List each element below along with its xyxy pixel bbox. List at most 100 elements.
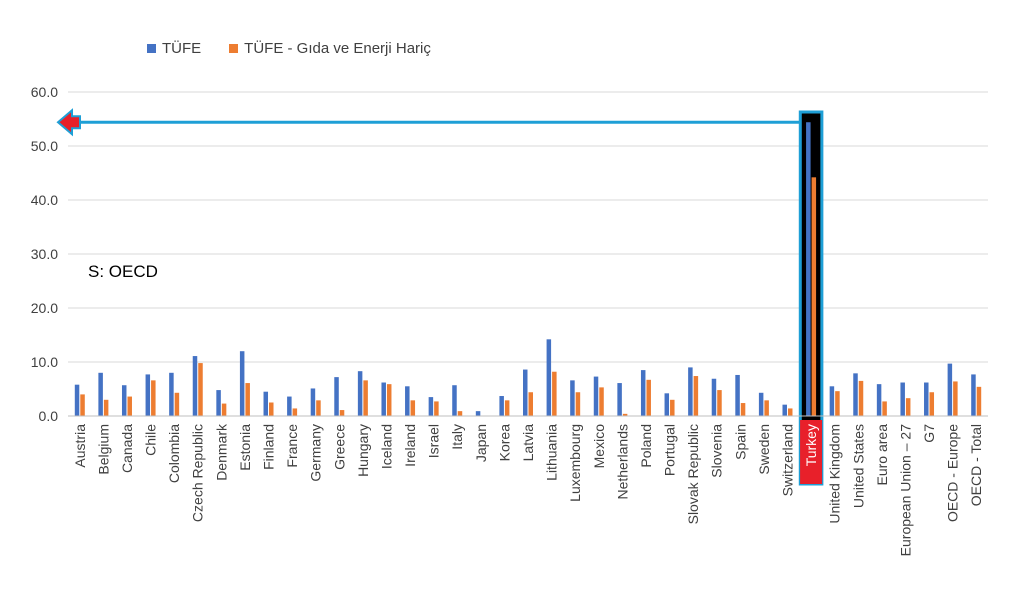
- bar-tufe: [806, 122, 811, 417]
- x-tick-label: Italy: [449, 424, 465, 450]
- arrow-head: [56, 108, 81, 137]
- bar-tufe-core: [363, 380, 368, 416]
- x-tick-label: Austria: [72, 424, 88, 468]
- bar-tufe: [782, 404, 787, 416]
- x-tick-label: Finland: [261, 424, 277, 470]
- bar-tufe: [711, 378, 717, 416]
- bar-tufe-core: [198, 363, 203, 416]
- x-tick-label: United Kingdom: [827, 424, 843, 524]
- y-tick-label: 40.0: [31, 192, 58, 208]
- x-tick-label: Colombia: [166, 424, 182, 483]
- bar-tufe: [263, 391, 269, 416]
- bar-tufe: [593, 376, 599, 416]
- bar-tufe-core: [457, 411, 463, 416]
- legend-label-tufe-core: TÜFE - Gıda ve Enerji Hariç: [244, 40, 431, 57]
- x-tick-label: Denmark: [213, 423, 229, 481]
- bar-tufe: [900, 382, 905, 416]
- bar-tufe: [98, 372, 103, 416]
- bar-tufe: [452, 385, 457, 416]
- x-tick-label: Korea: [496, 424, 512, 462]
- bar-tufe: [287, 396, 292, 416]
- y-tick-label: 50.0: [31, 138, 58, 154]
- bar-tufe: [829, 386, 835, 416]
- bar-tufe-core: [717, 390, 722, 416]
- y-tick-label: 20.0: [31, 300, 58, 316]
- bar-tufe-core: [504, 400, 510, 416]
- x-tick-label: Hungary: [355, 424, 371, 477]
- x-tick-label: Slovak Republic: [685, 424, 701, 524]
- legend-label-tufe: TÜFE: [162, 40, 202, 57]
- bar-tufe: [617, 383, 622, 416]
- bar-tufe-core: [127, 396, 132, 416]
- bar-tufe-core: [646, 379, 651, 416]
- bar-tufe: [640, 370, 646, 416]
- legend: TÜFE TÜFE - Gıda ve Enerji Hariç: [147, 40, 431, 57]
- bar-tufe-core: [316, 400, 321, 416]
- bar-tufe: [381, 382, 386, 416]
- bar-tufe: [546, 339, 552, 416]
- bar-tufe-core: [269, 402, 274, 416]
- bar-tufe-core: [693, 376, 699, 416]
- bar-tufe-core: [80, 394, 85, 416]
- legend-swatch-tufe-core: [229, 44, 239, 53]
- bar-tufe: [310, 388, 316, 416]
- bar-tufe: [121, 385, 127, 416]
- bar-tufe-core: [575, 392, 581, 416]
- x-tick-label: Canada: [119, 424, 135, 473]
- x-tick-label: Turkey: [803, 424, 819, 466]
- x-tick-label: Slovenia: [709, 424, 725, 478]
- x-tick-label: Euro area: [874, 424, 890, 486]
- bar-tufe: [405, 386, 410, 416]
- y-tick-label: 10.0: [31, 354, 58, 370]
- bar-tufe: [971, 374, 976, 416]
- bar-tufe-core: [835, 391, 840, 416]
- bar-tufe: [216, 390, 221, 416]
- x-tick-label: Ireland: [402, 424, 418, 467]
- x-tick-label: Lithuania: [544, 424, 560, 481]
- x-tick-label: Estonia: [237, 424, 253, 471]
- bar-tufe: [688, 367, 693, 416]
- x-tick-label: Japan: [473, 424, 489, 462]
- bar-tufe-core: [787, 408, 793, 416]
- x-tick-label: Mexico: [591, 424, 607, 469]
- bar-tufe-core: [339, 410, 345, 416]
- x-tick-label: Switzerland: [779, 424, 795, 496]
- bar-tufe: [169, 372, 174, 416]
- y-tick-label: 30.0: [31, 246, 58, 262]
- bar-tufe: [428, 397, 434, 416]
- x-tick-label: Belgium: [95, 424, 111, 475]
- bar-tufe-core: [599, 387, 604, 416]
- bar-tufe: [74, 384, 80, 416]
- bar-tufe-core: [103, 399, 109, 416]
- bar-tufe: [192, 356, 198, 416]
- y-tick-label: 60.0: [31, 84, 58, 100]
- x-tick-label: Greece: [331, 424, 347, 470]
- x-tick-label: Poland: [638, 424, 654, 468]
- x-tick-label: Luxembourg: [567, 424, 583, 502]
- bar-tufe-core: [174, 392, 180, 416]
- legend-item-tufe-core: TÜFE - Gıda ve Enerji Hariç: [229, 40, 431, 57]
- x-tick-label: Israel: [426, 424, 442, 458]
- bar-tufe-core: [905, 398, 911, 416]
- bar-tufe-core: [552, 371, 557, 416]
- x-tick-label: Latvia: [520, 424, 536, 462]
- legend-item-tufe: TÜFE: [147, 40, 201, 57]
- x-tick-label: Chile: [143, 424, 159, 456]
- bar-tufe: [475, 411, 481, 416]
- bar-tufe-core: [622, 413, 628, 416]
- bar-tufe: [523, 369, 528, 416]
- x-tick-label: OECD - Europe: [945, 424, 961, 522]
- bar-tufe-core: [151, 380, 156, 416]
- bar-tufe: [947, 363, 953, 416]
- bar-tufe-core: [740, 403, 746, 416]
- bar-tufe-core: [929, 392, 935, 416]
- x-tick-label: Sweden: [756, 424, 772, 475]
- bar-tufe-core: [221, 403, 227, 416]
- x-tick-label: Iceland: [378, 424, 394, 469]
- bar-tufe-core: [245, 383, 250, 416]
- x-tick-label: Spain: [732, 424, 748, 460]
- bar-tufe-core: [386, 384, 392, 416]
- highlight-label-bg: [800, 420, 823, 484]
- bar-tufe-core: [764, 400, 769, 416]
